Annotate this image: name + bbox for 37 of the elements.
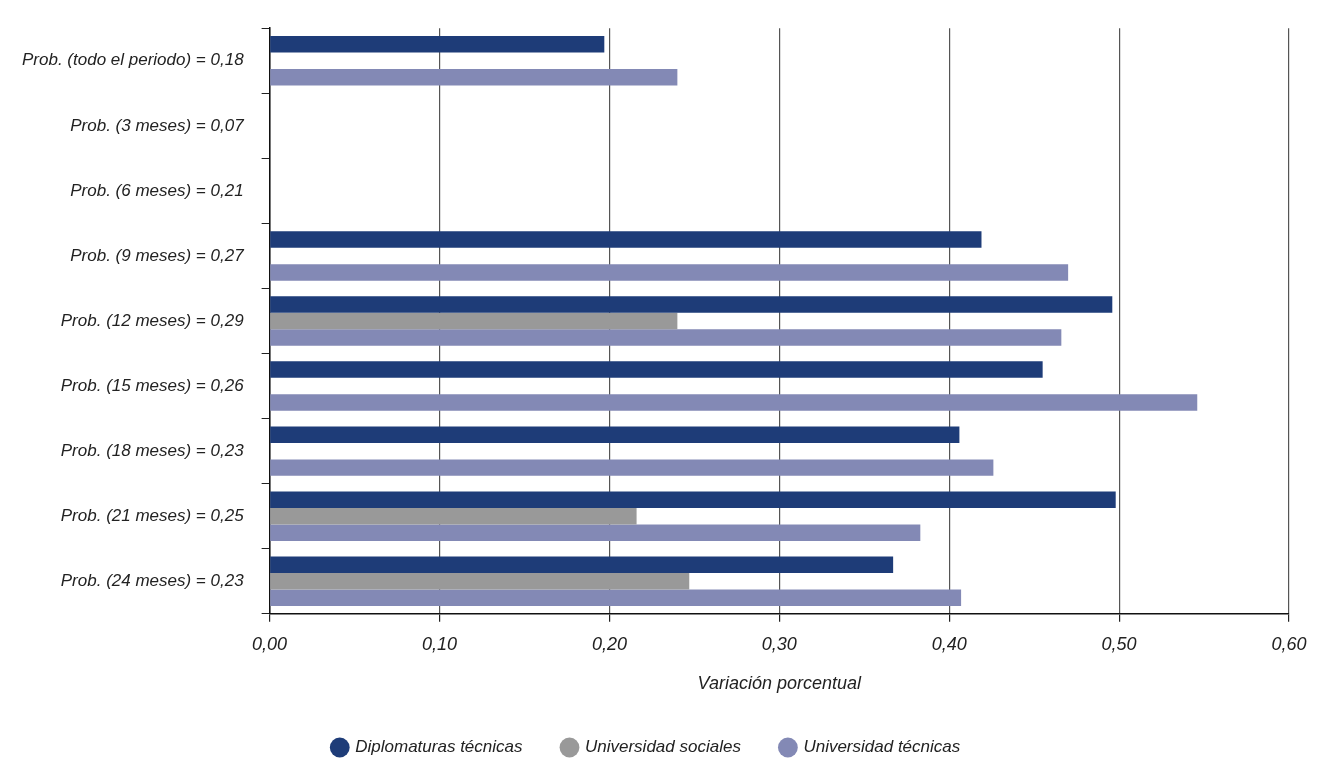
y-tick-label: Prob. (24 meses) = 0,23 xyxy=(60,571,245,590)
bar xyxy=(270,36,605,53)
bar xyxy=(270,361,1043,378)
bar xyxy=(270,573,690,590)
y-tick-label: Prob. (15 meses) = 0,26 xyxy=(60,375,245,395)
x-tick-label: 0,10 xyxy=(421,633,458,654)
legend-label: Universidad sociales xyxy=(584,737,742,757)
y-tick-label: Prob. (21 meses) = 0,25 xyxy=(60,505,245,525)
y-tick-label: Prob. (9 meses) = 0,27 xyxy=(70,245,245,265)
x-axis-title: Variación porcentual xyxy=(697,673,863,694)
bar xyxy=(270,507,637,525)
bar xyxy=(270,524,921,541)
bar xyxy=(270,426,960,443)
legend-label: Diplomaturas técnicas xyxy=(355,737,523,757)
x-tick-label: 0,60 xyxy=(1271,633,1307,654)
bar xyxy=(270,394,1198,411)
bar xyxy=(270,556,894,574)
bar xyxy=(270,459,994,476)
bar xyxy=(270,68,678,86)
y-tick-label: Prob. (18 meses) = 0,23 xyxy=(60,440,245,460)
bar xyxy=(270,312,678,330)
bar xyxy=(270,264,1069,281)
x-tick-label: 0,50 xyxy=(1101,633,1137,654)
y-tick-label: Prob. (todo el periodo) = 0,18 xyxy=(21,50,245,70)
x-tick-label: 0,40 xyxy=(931,633,967,654)
bar xyxy=(270,589,962,606)
legend-label: Universidad técnicas xyxy=(803,737,961,757)
bar xyxy=(270,329,1062,346)
x-tick-label: 0,00 xyxy=(252,633,288,654)
y-tick-label: Prob. (3 meses) = 0,07 xyxy=(70,115,245,135)
y-tick-label: Prob. (12 meses) = 0,29 xyxy=(60,310,245,330)
x-tick-label: 0,20 xyxy=(591,633,627,654)
bar xyxy=(270,296,1113,313)
bar xyxy=(270,491,1116,508)
bar xyxy=(270,231,982,248)
y-tick-label: Prob. (6 meses) = 0,21 xyxy=(70,180,244,200)
x-tick-label: 0,30 xyxy=(761,633,797,654)
